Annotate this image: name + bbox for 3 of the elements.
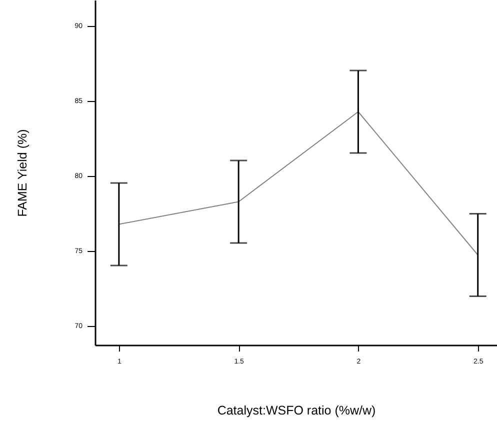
line-series [118, 111, 478, 256]
y-axis-title: FAME Yield (%) [16, 129, 30, 217]
x-axis-title: Catalyst:WSFO ratio (%w/w) [217, 404, 376, 418]
